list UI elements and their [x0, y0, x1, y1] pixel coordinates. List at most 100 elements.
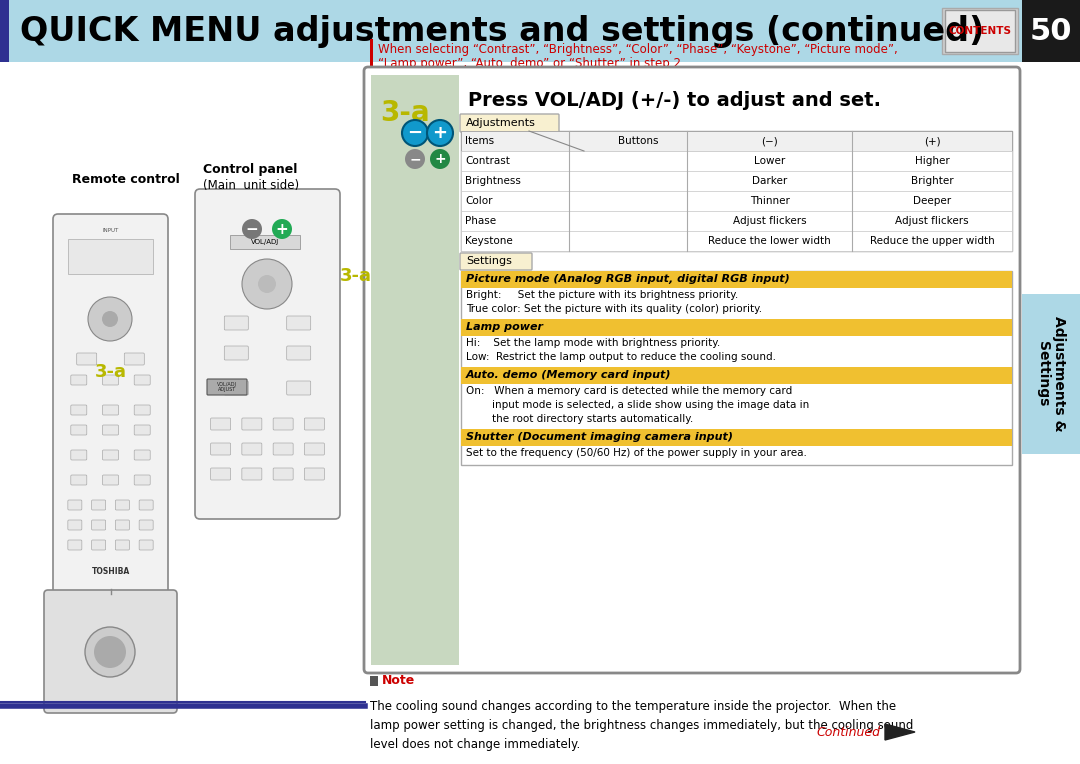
FancyBboxPatch shape [287, 381, 311, 395]
Text: Picture mode (Analog RGB input, digital RGB input): Picture mode (Analog RGB input, digital … [465, 274, 789, 284]
Text: −: − [409, 152, 421, 166]
Text: (+): (+) [923, 136, 941, 146]
Bar [461, 171, 1012, 191]
Text: Items: Items [465, 136, 495, 146]
Bar [0, 0, 9, 62]
FancyBboxPatch shape [211, 468, 231, 480]
Circle shape [85, 627, 135, 677]
Bar [461, 231, 1012, 251]
Bar [945, 10, 1015, 52]
Bar [1022, 0, 1080, 62]
Bar [942, 8, 1018, 54]
Bar [461, 191, 1012, 211]
Bar [0, 0, 1080, 62]
Text: Set to the frequency (50/60 Hz) of the power supply in your area.: Set to the frequency (50/60 Hz) of the p… [465, 448, 807, 458]
Text: Low:  Restrict the lamp output to reduce the cooling sound.: Low: Restrict the lamp output to reduce … [465, 352, 777, 362]
Text: True color: Set the picture with its quality (color) priority.: True color: Set the picture with its qua… [465, 304, 762, 314]
Bar [230, 235, 300, 249]
Bar [68, 239, 153, 274]
FancyBboxPatch shape [305, 443, 324, 455]
Circle shape [242, 259, 292, 309]
Text: On:   When a memory card is detected while the memory card: On: When a memory card is detected while… [465, 386, 793, 396]
Text: input mode is selected, a slide show using the image data in: input mode is selected, a slide show usi… [465, 400, 809, 410]
FancyBboxPatch shape [242, 418, 261, 430]
FancyBboxPatch shape [134, 475, 150, 485]
FancyBboxPatch shape [225, 316, 248, 330]
FancyBboxPatch shape [71, 405, 86, 415]
Text: 3-a: 3-a [95, 363, 127, 381]
Circle shape [405, 149, 426, 169]
Text: QUICK MENU adjustments and settings (continued): QUICK MENU adjustments and settings (con… [21, 15, 984, 47]
Text: Lower: Lower [754, 156, 785, 166]
FancyBboxPatch shape [71, 425, 86, 435]
FancyBboxPatch shape [103, 375, 119, 385]
Text: +: + [275, 222, 288, 237]
FancyBboxPatch shape [364, 67, 1020, 673]
Text: Control panel: Control panel [203, 163, 297, 176]
Text: Brightness: Brightness [465, 176, 521, 186]
FancyBboxPatch shape [68, 520, 82, 530]
FancyBboxPatch shape [134, 375, 150, 385]
Bar [372, 75, 459, 665]
FancyBboxPatch shape [305, 468, 324, 480]
Circle shape [272, 219, 292, 239]
Text: TOSHIBA: TOSHIBA [92, 566, 130, 575]
Text: Adjustments: Adjustments [465, 118, 536, 128]
Text: Hi:    Set the lamp mode with brightness priority.: Hi: Set the lamp mode with brightness pr… [465, 338, 720, 348]
Text: 3-a: 3-a [380, 99, 430, 127]
Text: Phase: Phase [465, 216, 496, 226]
FancyBboxPatch shape [103, 405, 119, 415]
Circle shape [87, 297, 132, 341]
FancyBboxPatch shape [225, 346, 248, 360]
Text: Bright:     Set the picture with its brightness priority.: Bright: Set the picture with its brightn… [465, 290, 739, 300]
Text: Lamp power: Lamp power [465, 322, 543, 332]
FancyBboxPatch shape [273, 468, 293, 480]
FancyBboxPatch shape [116, 540, 130, 550]
Bar [461, 271, 1012, 465]
FancyBboxPatch shape [134, 425, 150, 435]
Text: VOL/ADJ: VOL/ADJ [251, 239, 279, 245]
FancyBboxPatch shape [139, 540, 153, 550]
Bar [461, 271, 1012, 288]
Bar [461, 429, 1012, 446]
FancyBboxPatch shape [92, 540, 106, 550]
FancyBboxPatch shape [92, 520, 106, 530]
FancyBboxPatch shape [116, 500, 130, 510]
FancyBboxPatch shape [211, 443, 231, 455]
FancyBboxPatch shape [116, 520, 130, 530]
Text: Note: Note [382, 675, 415, 688]
FancyBboxPatch shape [139, 520, 153, 530]
FancyBboxPatch shape [139, 500, 153, 510]
Text: INPUT: INPUT [103, 228, 119, 234]
FancyBboxPatch shape [71, 450, 86, 460]
FancyBboxPatch shape [207, 379, 247, 395]
Text: +: + [434, 152, 446, 166]
Bar [1022, 294, 1080, 454]
FancyBboxPatch shape [103, 450, 119, 460]
FancyBboxPatch shape [287, 346, 311, 360]
Circle shape [258, 275, 276, 293]
Text: Reduce the upper width: Reduce the upper width [869, 236, 995, 246]
Bar [461, 131, 1012, 251]
Circle shape [94, 636, 126, 668]
FancyBboxPatch shape [460, 114, 559, 132]
Text: When selecting “Contrast”, “Brightness”, “Color”, “Phase”, “Keystone”, “Picture : When selecting “Contrast”, “Brightness”,… [378, 43, 897, 56]
Bar [370, 676, 378, 686]
FancyBboxPatch shape [211, 418, 231, 430]
Text: CONTENTS: CONTENTS [948, 26, 1012, 36]
Text: Color: Color [465, 196, 492, 206]
Text: Settings: Settings [465, 257, 512, 267]
Text: 50: 50 [1029, 17, 1072, 46]
Text: Reduce the lower width: Reduce the lower width [708, 236, 831, 246]
Text: Higher: Higher [915, 156, 949, 166]
FancyBboxPatch shape [103, 475, 119, 485]
Text: “Lamp power”, “Auto. demo” or “Shutter” in step 2.: “Lamp power”, “Auto. demo” or “Shutter” … [378, 57, 685, 70]
Text: Darker: Darker [752, 176, 787, 186]
Text: Brighter: Brighter [910, 176, 954, 186]
FancyBboxPatch shape [242, 468, 261, 480]
FancyBboxPatch shape [460, 253, 532, 270]
Text: Buttons: Buttons [618, 136, 658, 146]
Text: Adjust flickers: Adjust flickers [732, 216, 807, 226]
Circle shape [430, 149, 450, 169]
Bar [370, 39, 373, 69]
